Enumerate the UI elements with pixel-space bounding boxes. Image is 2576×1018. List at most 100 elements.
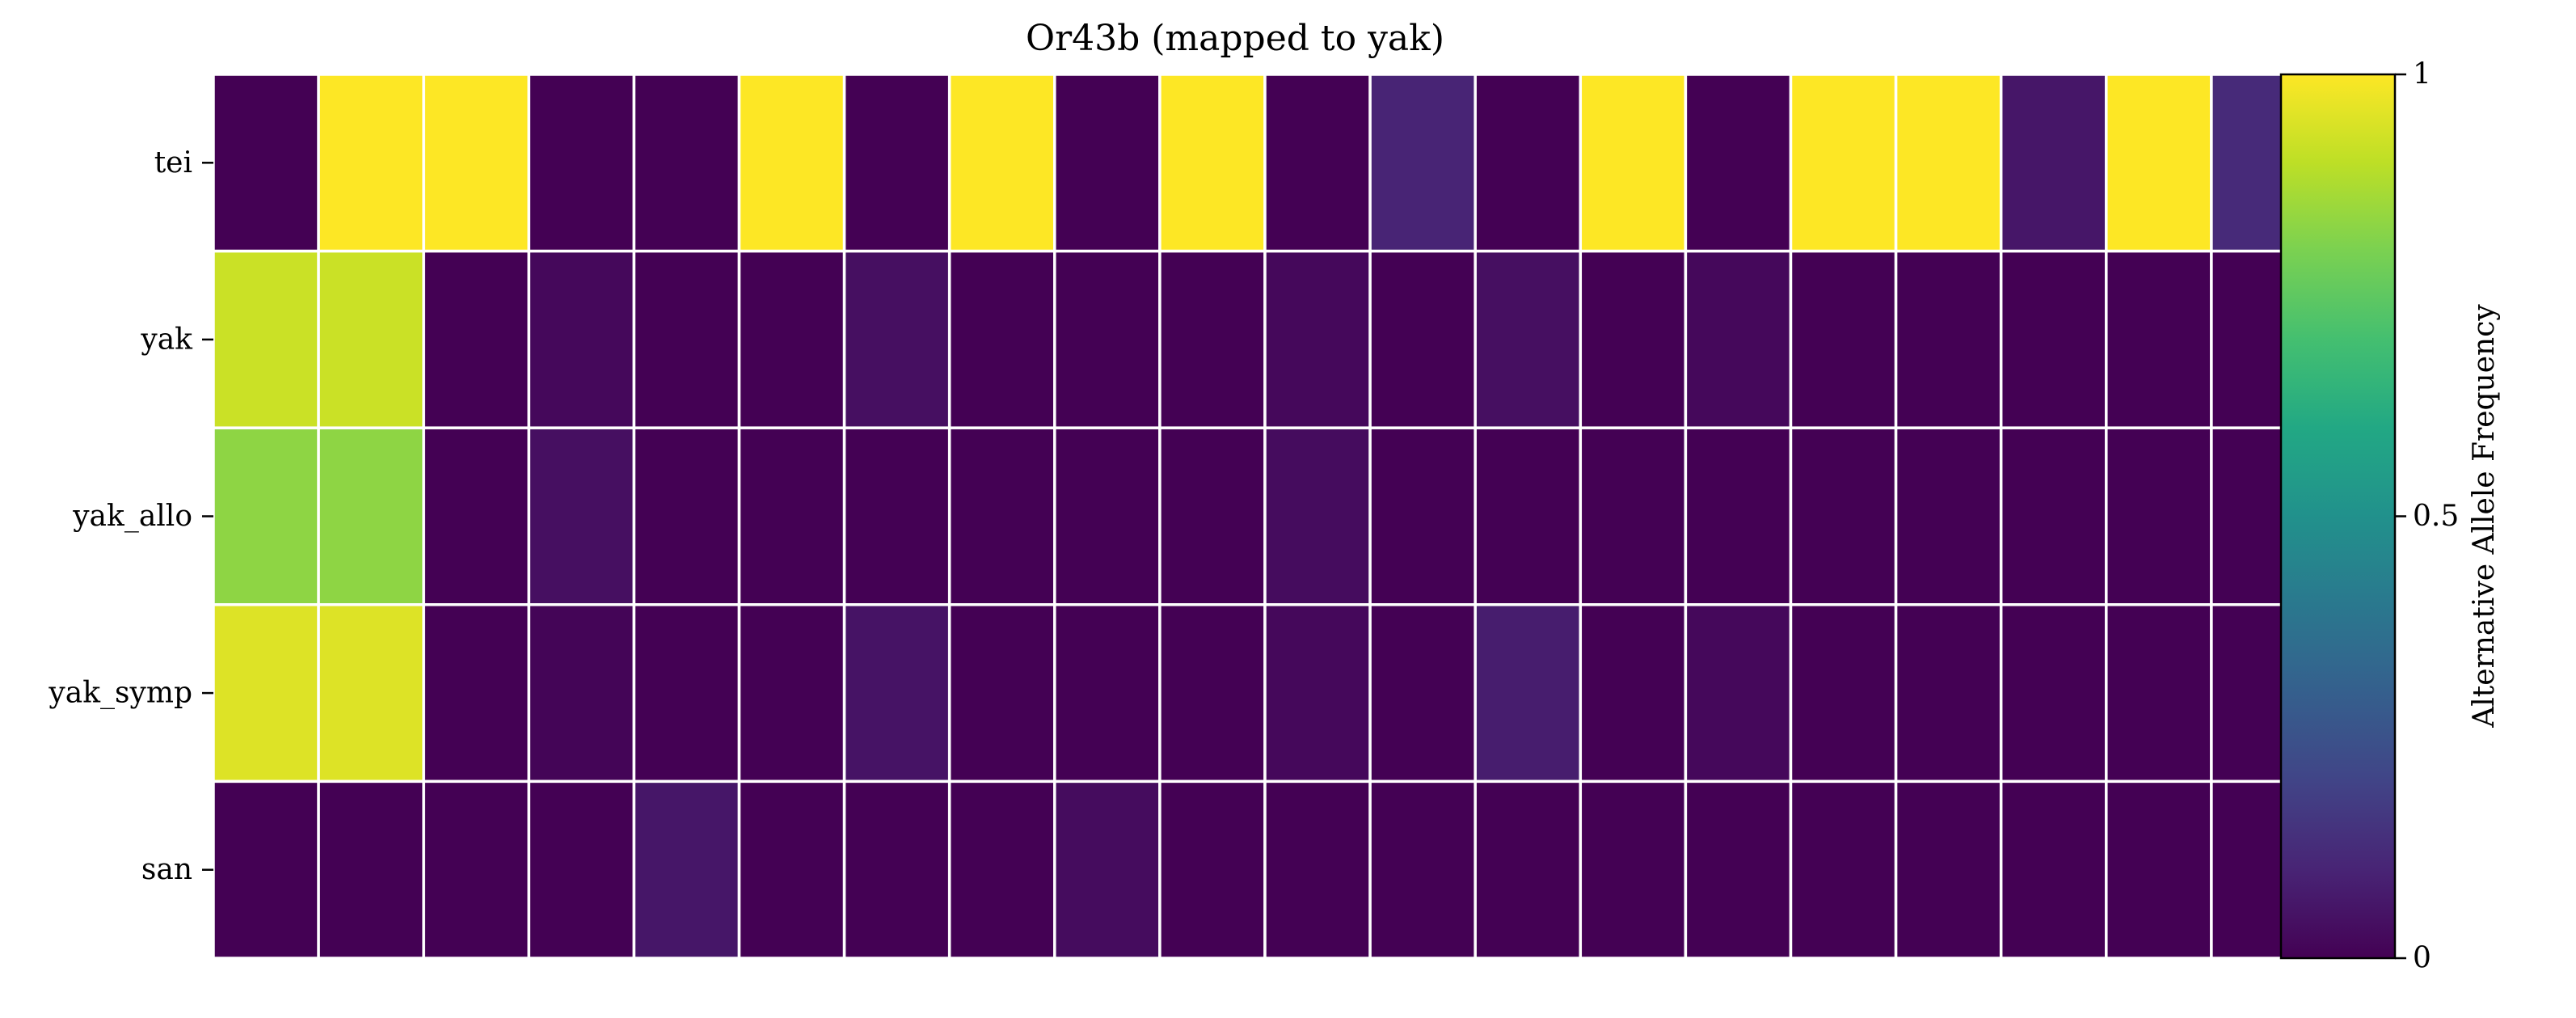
heatmap-cell-tei-14 (1579, 73, 1688, 253)
heatmap-cell-yak_symp-19 (2105, 603, 2213, 784)
heatmap-cell-tei-12 (1368, 73, 1477, 253)
heatmap-cell-yak_symp-17 (1894, 603, 2003, 784)
heatmap-cell-yak-12 (1368, 249, 1477, 429)
heatmap-cell-tei-9 (1053, 73, 1162, 253)
heatmap-cell-san-11 (1263, 779, 1372, 960)
heatmap-cell-yak_allo-19 (2105, 426, 2213, 606)
heatmap-cell-yak_allo-2 (317, 426, 425, 606)
heatmap-cell-san-16 (1789, 779, 1898, 960)
heatmap-cell-yak-10 (1158, 249, 1267, 429)
heatmap-cell-yak-4 (527, 249, 636, 429)
heatmap-cell-tei-3 (422, 73, 531, 253)
heatmap-cell-tei-19 (2105, 73, 2213, 253)
heatmap-cell-yak-7 (842, 249, 951, 429)
heatmap-cell-yak_symp-5 (632, 603, 741, 784)
heatmap-cell-yak_symp-18 (1999, 603, 2108, 784)
heatmap-cell-san-19 (2105, 779, 2213, 960)
heatmap-cell-tei-18 (1999, 73, 2108, 253)
heatmap-cell-san-1 (212, 779, 320, 960)
colorbar-tick-label-1: 1 (2413, 58, 2431, 91)
heatmap-cell-yak_symp-3 (422, 603, 531, 784)
heatmap-cell-tei-11 (1263, 73, 1372, 253)
heatmap-cell-yak_allo-18 (1999, 426, 2108, 606)
heatmap-cell-tei-13 (1474, 73, 1583, 253)
heatmap-cell-yak_allo-11 (1263, 426, 1372, 606)
heatmap-cell-yak_allo-4 (527, 426, 636, 606)
heatmap-cell-yak-6 (737, 249, 846, 429)
heatmap-cell-yak_symp-9 (1053, 603, 1162, 784)
row-label-san: san (141, 853, 192, 886)
heatmap-cell-san-8 (947, 779, 1056, 960)
colorbar-label: Alternative Allele Frequency (2468, 304, 2501, 729)
heatmap-cell-tei-15 (1684, 73, 1793, 253)
heatmap-cell-yak_symp-14 (1579, 603, 1688, 784)
heatmap-cell-yak_allo-9 (1053, 426, 1162, 606)
heatmap-cell-san-15 (1684, 779, 1793, 960)
heatmap-cell-yak-17 (1894, 249, 2003, 429)
heatmap-cell-yak_allo-5 (632, 426, 741, 606)
heatmap-cell-yak_symp-10 (1158, 603, 1267, 784)
heatmap-cell-yak_symp-13 (1474, 603, 1583, 784)
row-label-yak: yak (140, 323, 193, 356)
heatmap-cell-yak_symp-12 (1368, 603, 1477, 784)
heatmap-cell-yak-13 (1474, 249, 1583, 429)
heatmap-cell-yak-8 (947, 249, 1056, 429)
heatmap-cell-yak_allo-3 (422, 426, 531, 606)
heatmap-cell-san-2 (317, 779, 425, 960)
colorbar-tick-label-0: 0 (2413, 942, 2431, 975)
heatmap-cell-san-12 (1368, 779, 1477, 960)
heatmap-cell-yak_symp-8 (947, 603, 1056, 784)
row-label-tei: tei (154, 146, 192, 180)
heatmap-cell-yak-9 (1053, 249, 1162, 429)
heatmap-cell-yak-19 (2105, 249, 2213, 429)
heatmap-cell-tei-16 (1789, 73, 1898, 253)
heatmap-cell-yak_allo-16 (1789, 426, 1898, 606)
heatmap-cell-san-17 (1894, 779, 2003, 960)
heatmap-cell-tei-10 (1158, 73, 1267, 253)
heatmap-cell-yak-16 (1789, 249, 1898, 429)
heatmap-cell-yak-2 (317, 249, 425, 429)
row-label-yak_allo: yak_allo (72, 500, 192, 533)
heatmap-cell-yak_allo-6 (737, 426, 846, 606)
heatmap-cell-yak_allo-14 (1579, 426, 1688, 606)
heatmap-cell-san-13 (1474, 779, 1583, 960)
heatmap-cell-san-3 (422, 779, 531, 960)
heatmap-cell-tei-2 (317, 73, 425, 253)
chart-title: Or43b (mapped to yak) (1026, 18, 1444, 59)
heatmap-cell-tei-1 (212, 73, 320, 253)
heatmap-cell-yak-1 (212, 249, 320, 429)
heatmap-cell-tei-17 (1894, 73, 2003, 253)
heatmap-cell-yak-3 (422, 249, 531, 429)
heatmap-cell-tei-7 (842, 73, 951, 253)
heatmap-cell-yak_allo-17 (1894, 426, 2003, 606)
heatmap-cell-san-14 (1579, 779, 1688, 960)
heatmap-cell-yak_symp-7 (842, 603, 951, 784)
heatmap-cell-yak_allo-12 (1368, 426, 1477, 606)
heatmap-cell-san-18 (1999, 779, 2108, 960)
heatmap-cell-yak-11 (1263, 249, 1372, 429)
heatmap-cell-san-7 (842, 779, 951, 960)
colorbar-tick-label-0.5: 0.5 (2413, 500, 2459, 533)
heatmap-cell-tei-8 (947, 73, 1056, 253)
heatmap-cell-yak-14 (1579, 249, 1688, 429)
heatmap-cell-yak_allo-1 (212, 426, 320, 606)
heatmap-cell-tei-5 (632, 73, 741, 253)
heatmap-cell-san-4 (527, 779, 636, 960)
colorbar-ticks: 00.51 (2395, 58, 2459, 975)
heatmap-cell-yak_symp-4 (527, 603, 636, 784)
heatmap-cell-san-5 (632, 779, 741, 960)
heatmap-cell-yak_allo-13 (1474, 426, 1583, 606)
heatmap-cell-yak-18 (1999, 249, 2108, 429)
heatmap-cell-san-9 (1053, 779, 1162, 960)
heatmap-cell-yak_allo-10 (1158, 426, 1267, 606)
heatmap-cell-yak_symp-11 (1263, 603, 1372, 784)
colorbar (2281, 74, 2395, 958)
heatmap-cell-yak_symp-1 (212, 603, 320, 784)
heatmap-cell-yak_symp-16 (1789, 603, 1898, 784)
heatmap-cell-yak_symp-2 (317, 603, 425, 784)
heatmap-cell-san-6 (737, 779, 846, 960)
heatmap-cell-yak_allo-15 (1684, 426, 1793, 606)
heatmap-cell-tei-6 (737, 73, 846, 253)
